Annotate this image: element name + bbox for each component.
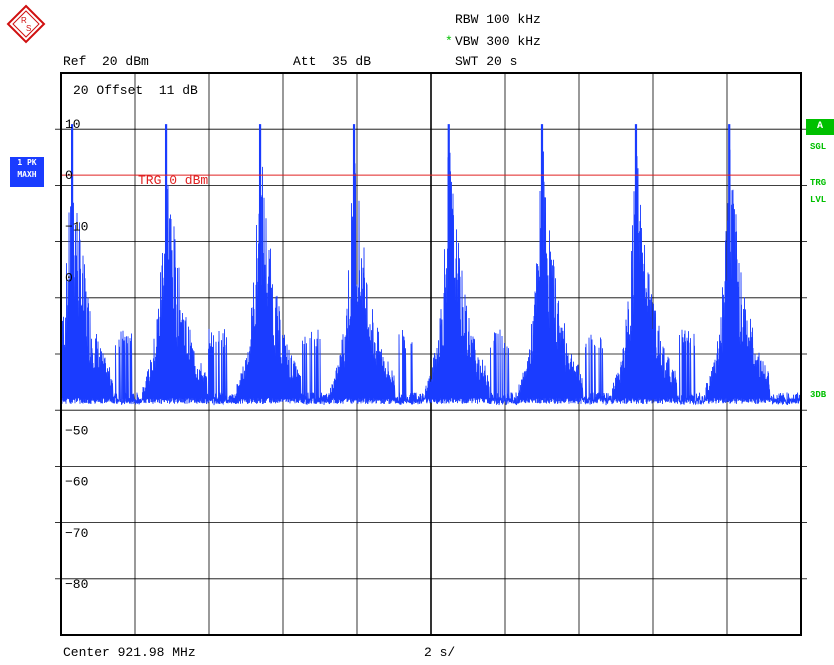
trg-label: TRG: [810, 178, 827, 188]
sweep-time-label: SWT 20 s: [455, 54, 518, 69]
y-tick-label: −80: [65, 577, 88, 592]
trigger-label: TRG 0 dBm: [138, 173, 208, 188]
lvl-label: LVL: [810, 195, 827, 205]
y-tick-label: −10: [65, 219, 88, 234]
y-tick-labels: 10 0 −10 0 −50 −60 −70 −80: [65, 117, 88, 592]
vbw-label: VBW 300 kHz: [455, 34, 541, 49]
trace-mode-badge: 1 PK MAXH: [10, 157, 44, 187]
grid: [55, 73, 807, 635]
ref-level-label: Ref 20 dBm: [63, 54, 149, 69]
trace-number: 1 PK: [17, 158, 37, 167]
y-tick-label: −70: [65, 526, 88, 541]
attenuation-label: Att 35 dB: [293, 54, 372, 69]
trace-detector: MAXH: [17, 170, 37, 179]
plot-frame: [60, 72, 802, 636]
trace: [60, 124, 802, 406]
center-frequency-label: Center 921.98 MHz: [63, 645, 196, 660]
3db-label: 3DB: [810, 390, 827, 400]
svg-text:R: R: [21, 16, 27, 25]
y-tick-label: −60: [65, 475, 88, 490]
y-tick-label: −50: [65, 424, 88, 439]
rbw-label: RBW 100 kHz: [455, 12, 541, 27]
svg-text:S: S: [26, 24, 31, 33]
y-tick-label: 0: [65, 168, 73, 183]
time-per-division-label: 2 s/: [424, 645, 456, 660]
trace-a-badge: A: [806, 119, 834, 135]
vbw-marker: *: [445, 34, 453, 49]
offset-label: 20 Offset 11 dB: [73, 83, 198, 98]
trace-line: [60, 147, 802, 406]
y-tick-label: 10: [65, 117, 81, 132]
rohde-schwarz-logo: R S: [6, 4, 46, 44]
sgl-label: SGL: [810, 142, 827, 152]
y-tick-label: 0: [65, 270, 73, 285]
